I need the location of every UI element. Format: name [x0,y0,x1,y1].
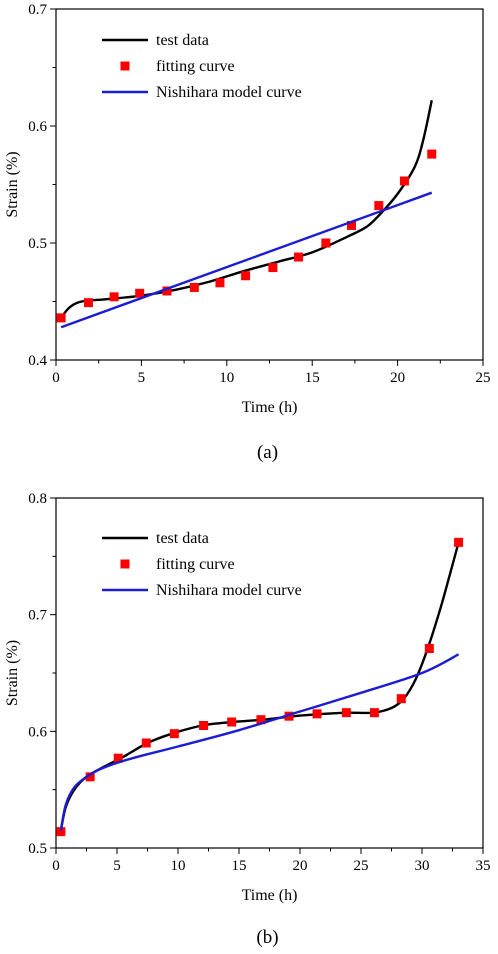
y-tick-label: 0.6 [28,119,47,135]
fitting-curve-point [321,238,331,248]
fitting-curve-point [241,271,251,281]
fitting-curve-point [374,201,384,211]
fitting-curve-point [294,252,304,262]
x-tick-label: 20 [390,370,405,386]
fitting-curve-point [113,753,123,763]
legend-marker-swatch [120,559,130,569]
legend-label: Nishihara model curve [156,84,302,101]
y-axis-label: Strain (%) [4,640,21,706]
x-tick-label: 20 [293,858,308,874]
fitting-curve-point [312,709,322,719]
fitting-curve-point [85,772,95,782]
legend-label: test data [156,32,209,49]
legend-label: fitting curve [156,556,235,573]
fitting-curve-point [169,729,179,739]
legend-label: test data [156,530,209,547]
x-tick-label: 30 [415,858,430,874]
fitting-curve-point [141,738,151,748]
y-tick-label: 0.4 [28,353,47,369]
legend-label: fitting curve [156,58,235,75]
legend: test data fitting curve Nishihara model cu… [102,32,302,101]
fitting-curve-point [56,827,66,837]
fitting-curve-point [399,176,409,186]
fitting-curve-point [162,286,172,296]
series-line-nishihara-model-curve [60,191,433,329]
fitting-curve-point [256,715,266,725]
fitting-curve-point [424,644,434,653]
series-line-test-data [60,100,433,319]
fitting-curve-point [227,717,237,727]
legend-label: Nishihara model curve [156,582,302,599]
y-tick-label: 0.7 [28,608,47,624]
fitting-curve-point [109,292,119,302]
x-tick-label: 25 [476,370,491,386]
fitting-curve-point [427,149,437,159]
series-line-nishihara-model-curve [59,653,460,831]
chart-panel-1: 0 5 10 15 20 25 0.4 0.5 0.6 0.7 Time (h) Strain (%)… [4,2,491,463]
x-tick-label: 15 [305,370,320,386]
fitting-curve-point [284,711,294,721]
y-tick-label: 0.6 [28,724,47,740]
y-tick-label: 0.8 [28,491,47,507]
fitting-curve-point [135,288,145,298]
x-axis-label: Time (h) [242,887,298,904]
x-tick-label: 15 [232,858,247,874]
fitting-curve-point [268,263,278,273]
x-tick-label: 5 [113,858,121,874]
fitting-curve-point [215,278,225,288]
fitting-curve-point [454,537,464,547]
x-tick-label: 0 [52,370,60,386]
fitting-curve-point [189,282,199,292]
panel-label: (a) [257,442,278,463]
x-tick-label: 10 [171,858,186,874]
fitting-curve-point [83,298,93,308]
legend: test data fitting curve Nishihara model cu… [102,530,302,599]
y-tick-label: 0.5 [28,841,47,857]
y-tick-label: 0.7 [28,2,47,18]
fitting-curve-point [396,694,406,704]
x-tick-label: 5 [138,370,146,386]
y-tick-label: 0.5 [28,236,47,252]
x-axis-label: Time (h) [242,399,298,416]
plot-frame [55,8,484,361]
fitting-curve-point [341,708,351,718]
fitting-curve-point [199,721,209,730]
legend-marker-swatch [120,61,130,71]
fitting-curve-point [56,313,66,323]
fitting-curve-point [346,220,356,230]
x-tick-label: 10 [219,370,234,386]
x-tick-label: 35 [476,858,491,874]
fitting-curve-point [369,708,379,718]
panel-label: (b) [256,927,278,948]
chart-panel-2: 0 5 10 15 20 25 30 35 0.5 0.6 0.7 0.8 Time (h) Strain… [4,491,491,948]
x-tick-label: 25 [354,858,369,874]
x-tick-label: 0 [52,858,60,874]
y-axis-label: Strain (%) [4,151,21,217]
